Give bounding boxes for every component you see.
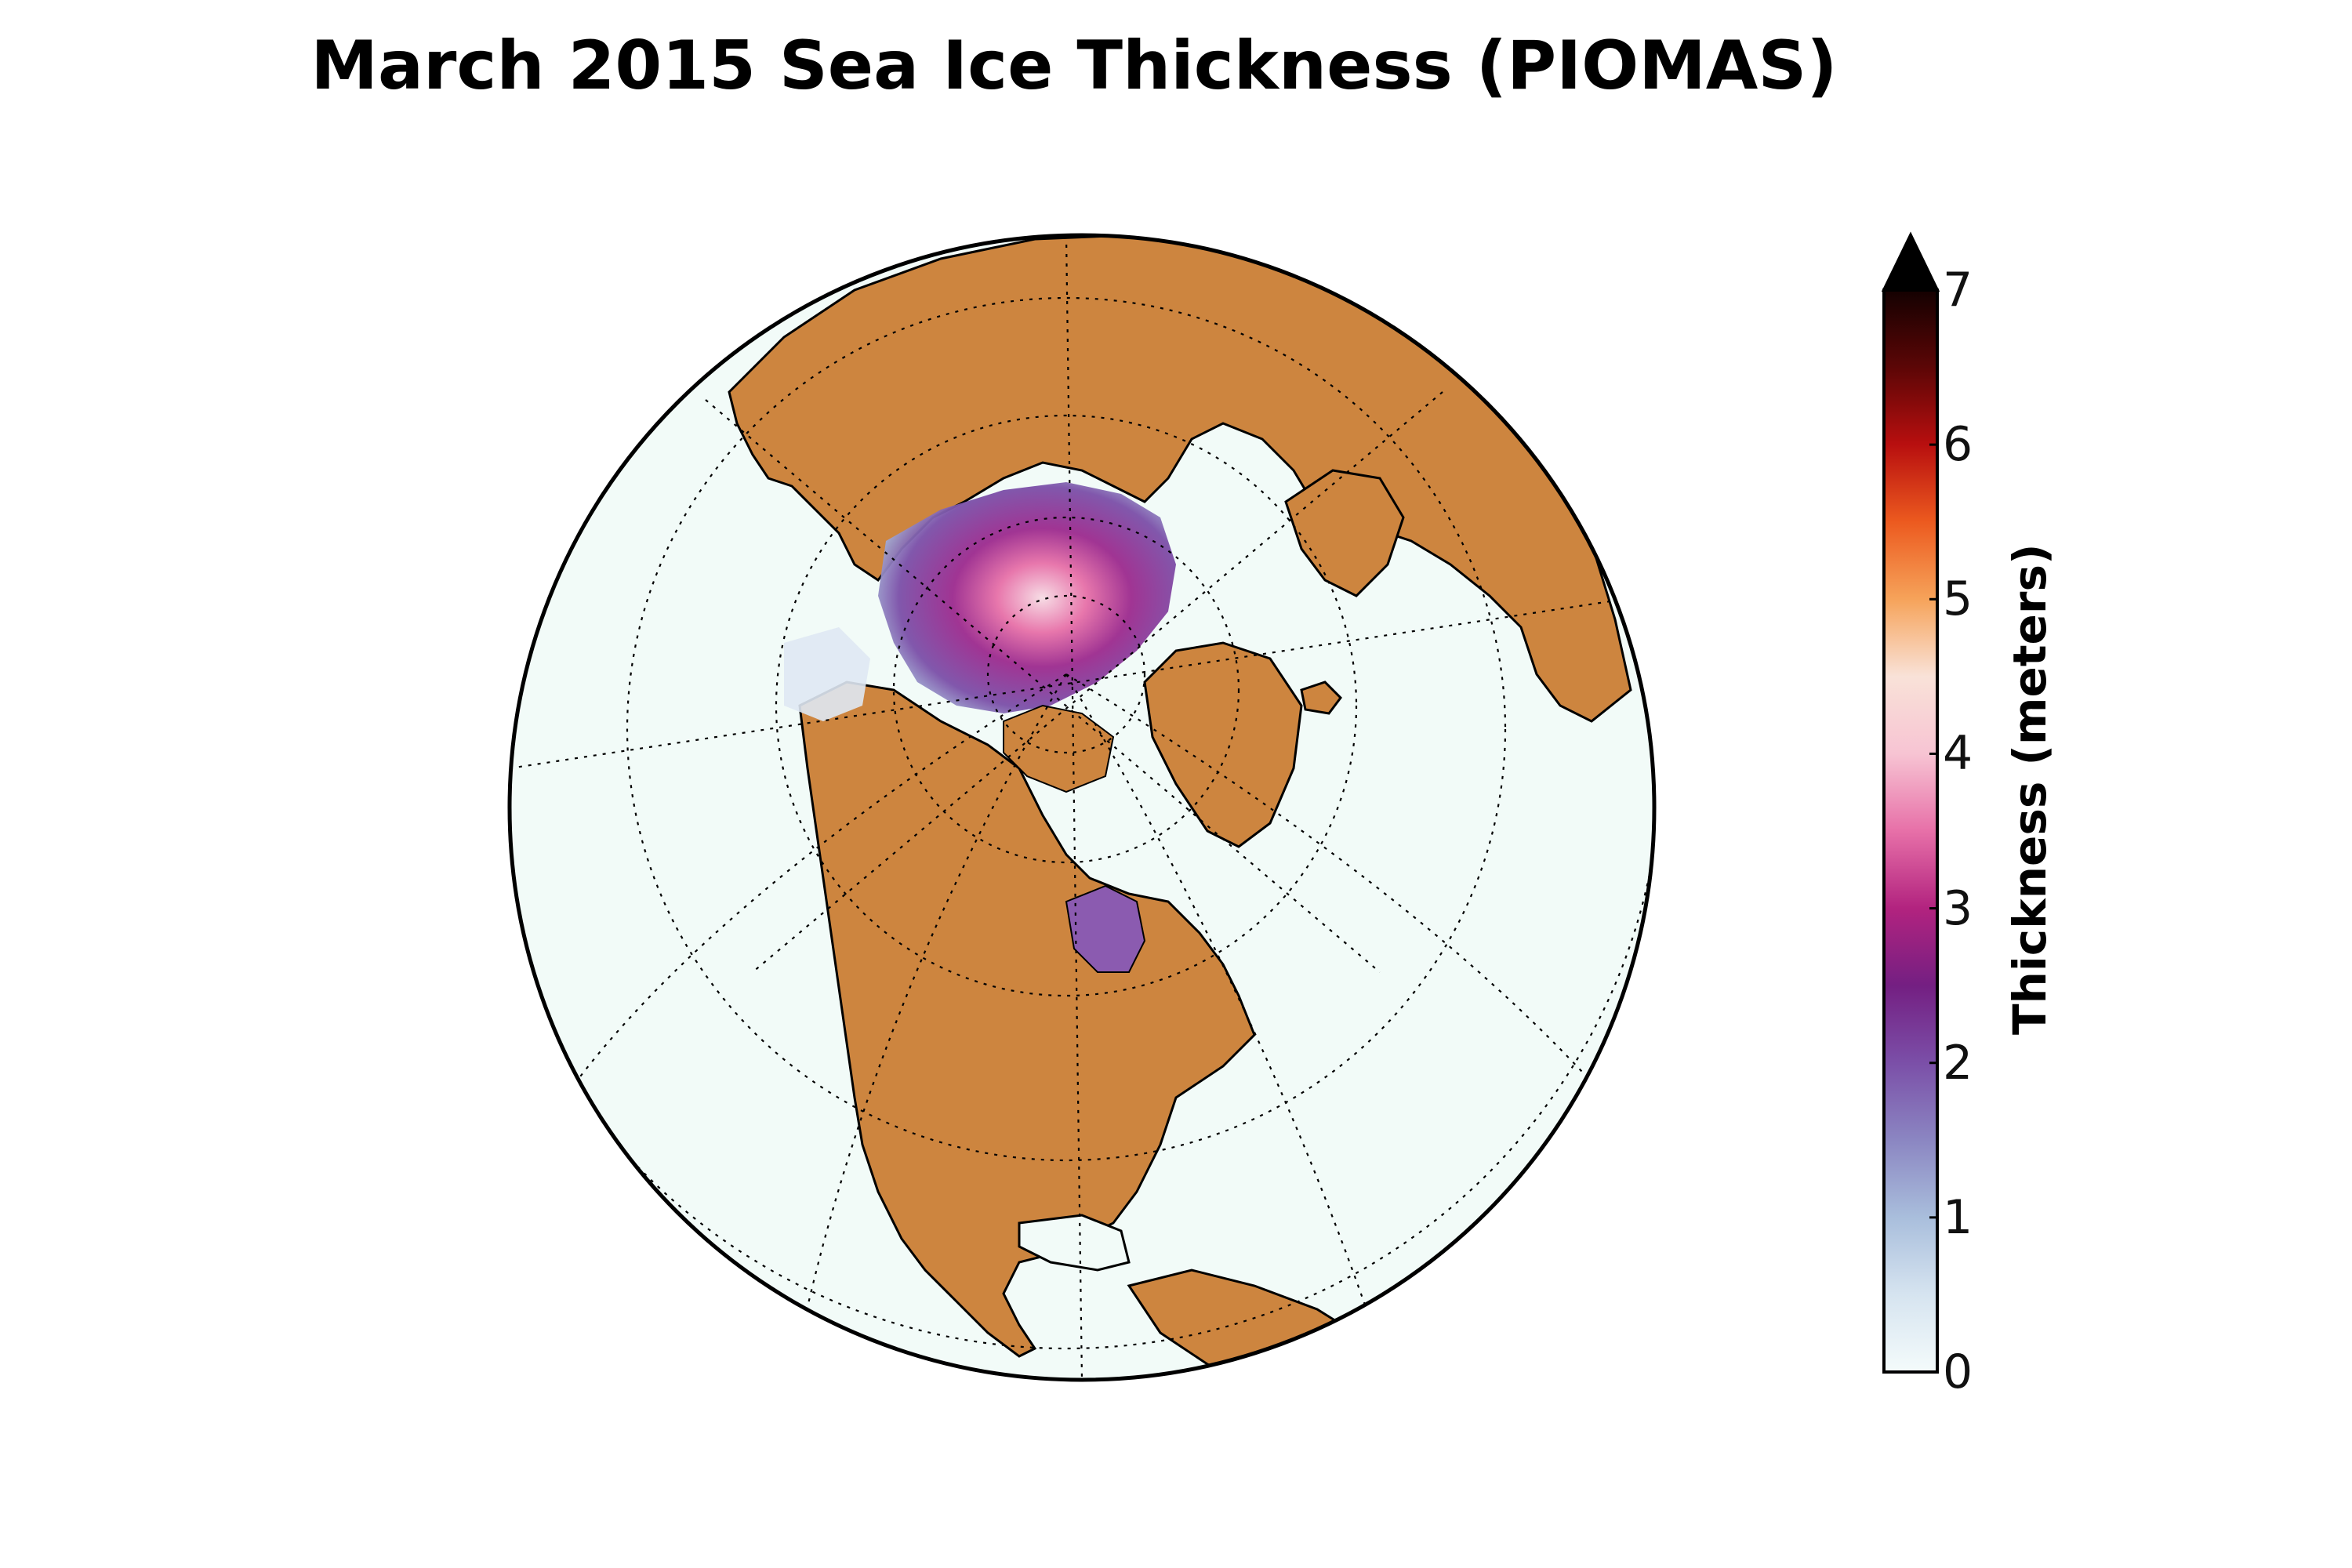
arctic-sea-ice xyxy=(878,482,1176,713)
meridian-line xyxy=(510,594,1647,770)
latitude-line-50 xyxy=(626,296,1507,1162)
land-and-ice xyxy=(728,235,1632,1380)
meridian-line xyxy=(1065,235,1083,1380)
colorbar-tick-label: 7 xyxy=(1943,263,1973,318)
meridian-line xyxy=(705,399,1381,973)
meridian-line xyxy=(790,673,1067,1380)
colorbar-tick-label: 4 xyxy=(1943,726,1973,782)
meridian-line xyxy=(564,673,1067,1098)
latitude-line-60 xyxy=(775,414,1358,997)
land-scandinavia xyxy=(1284,469,1405,597)
colorbar-extend-arrow xyxy=(1881,231,1940,292)
colorbar-bar xyxy=(1882,289,1939,1374)
latitude-line-80 xyxy=(986,594,1146,754)
colorbar-tick-label: 3 xyxy=(1943,880,1973,936)
colorbar-label: Thickness (meters) xyxy=(2003,543,2056,1035)
colorbar-tick-label: 2 xyxy=(1943,1035,1973,1091)
chart-title: March 2015 Sea Ice Thickness (PIOMAS) xyxy=(310,27,1838,105)
meridian-line xyxy=(1065,673,1381,1349)
globe xyxy=(507,233,1657,1382)
graticule xyxy=(510,235,1654,1380)
pacific-ice-fringe xyxy=(784,627,870,721)
land-iceland xyxy=(1300,681,1342,715)
colorbar-ticks xyxy=(1929,289,1937,1374)
colorbar-tick-label: 0 xyxy=(1943,1345,1973,1399)
globe-outline xyxy=(507,233,1657,1382)
land-arctic-archipelago xyxy=(1003,704,1115,793)
gulf-of-mexico xyxy=(1018,1214,1131,1272)
colorbar-tick-label: 1 xyxy=(1943,1189,1973,1245)
meridian-line xyxy=(1065,673,1592,1083)
colorbar xyxy=(1881,231,1940,1374)
colorbar-tick-label: 5 xyxy=(1943,572,1973,627)
latitude-line-70 xyxy=(892,516,1240,864)
land-greenland xyxy=(1143,641,1303,848)
colorbar-tick-label: 6 xyxy=(1943,417,1973,473)
hudson-bay-ice xyxy=(1065,884,1146,973)
